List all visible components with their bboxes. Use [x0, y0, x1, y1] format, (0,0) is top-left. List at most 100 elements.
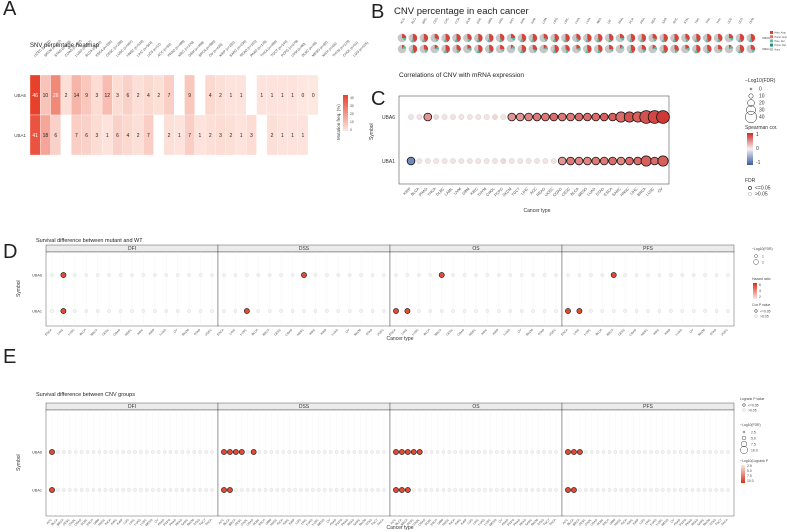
survival-dot — [613, 488, 618, 492]
cor-dot — [574, 112, 584, 122]
col-label: PRAD — [168, 517, 177, 526]
survival-dot — [198, 273, 203, 277]
survival-dot — [530, 488, 535, 492]
hr-legend-tick: 4 — [759, 289, 761, 293]
cor-dot — [423, 112, 433, 122]
cor-legend-tick: 0 — [756, 146, 759, 152]
survival-dot — [393, 487, 399, 493]
col-label: OV — [153, 518, 159, 524]
survival-dot — [536, 450, 540, 454]
survival-dot — [305, 450, 309, 454]
survival-dot — [204, 450, 208, 454]
col-label: SARC — [696, 517, 705, 526]
col-label: COAD — [284, 327, 294, 337]
heatmap-cell-value: 1 — [199, 133, 202, 139]
pie-slice-del — [639, 38, 644, 43]
col-label: COAD — [73, 517, 83, 527]
survival-dot — [404, 449, 411, 455]
pie-slice-amp — [620, 44, 623, 49]
col-label: CHOL — [68, 518, 77, 527]
heatmap-cell-value: 6 — [126, 93, 129, 99]
col-label: SKCM — [702, 518, 711, 527]
survival-dot — [162, 450, 167, 454]
panel-letter-e: E — [3, 346, 17, 368]
survival-dot — [462, 309, 467, 313]
survival-dot — [139, 450, 143, 454]
col-label: THCA — [427, 187, 437, 197]
survival-dot — [109, 450, 114, 454]
survival-dot — [232, 449, 239, 455]
cor-dot — [458, 158, 465, 164]
facet-label: OS — [472, 246, 480, 252]
col-label: LUSC — [483, 517, 492, 526]
survival-dot — [118, 273, 123, 277]
survival-dot — [358, 450, 363, 454]
survival-dot — [696, 450, 701, 454]
survival-dot — [73, 273, 77, 277]
survival-dot — [519, 309, 524, 313]
pie-col-label: LUAD — [574, 18, 582, 25]
survival-dot — [73, 450, 78, 454]
survival-dot — [703, 309, 707, 313]
survival-dot — [542, 450, 546, 454]
survival-dot — [655, 450, 659, 454]
col-label: ESCA — [602, 518, 611, 527]
survival-dot — [279, 273, 283, 277]
pie-slice-del — [530, 38, 535, 43]
pie-col-label: TGCT — [694, 18, 702, 25]
pie-slice-del — [487, 38, 491, 43]
cor-dot — [475, 114, 481, 120]
facet-label: PFS — [643, 404, 653, 410]
survival-dot — [702, 450, 707, 454]
survival-dot — [565, 449, 571, 455]
heatmap-cell-value: 6 — [116, 133, 119, 139]
pie-col-label: SKCM — [672, 18, 680, 25]
col-label: BRCA — [434, 328, 443, 337]
pie-slice-del — [597, 49, 601, 54]
legend-sig-label: >0.05 — [748, 409, 757, 413]
pie-col-label: LIHC — [563, 18, 570, 25]
survival-dot — [726, 273, 730, 277]
col-label: BRCA — [228, 518, 237, 527]
heatmap-cell — [318, 114, 329, 156]
survival-dot — [423, 488, 428, 492]
survival-dot — [625, 488, 630, 492]
survival-dot — [607, 450, 612, 454]
survival-dot — [103, 450, 108, 454]
col-label: HNSC — [620, 187, 631, 198]
facet-frame — [217, 409, 391, 517]
survival-dot — [162, 488, 167, 492]
survival-dot — [95, 273, 100, 277]
legend-size-label: 30 — [759, 108, 765, 114]
survival-dot — [156, 450, 161, 454]
pie-col-label: PAAD — [617, 18, 625, 25]
col-label: KIRP — [460, 518, 468, 526]
survival-dot — [726, 309, 730, 313]
col-label: PRAD — [418, 187, 428, 197]
survival-dot — [584, 488, 588, 492]
pie-slice-del — [499, 38, 503, 43]
cor-dot — [525, 158, 532, 164]
survival-dot — [313, 309, 318, 313]
col-label: LIHC — [572, 327, 580, 335]
pie-slice-amp — [565, 44, 570, 52]
col-label: LUAD — [587, 187, 597, 197]
survival-dot — [97, 450, 102, 454]
pie-slice-amp — [500, 33, 505, 42]
col-label: ESCA — [258, 518, 267, 527]
pie-slice-amp — [674, 44, 679, 52]
survival-dot — [91, 488, 96, 492]
col-label: KIRP — [148, 328, 156, 336]
col-label: STAD — [595, 187, 605, 197]
survival-dot — [50, 309, 54, 313]
pie-slice-amp — [445, 33, 450, 43]
survival-dot — [299, 450, 303, 454]
col-label: LGG — [638, 517, 646, 525]
survival-dot — [127, 450, 131, 454]
cor-legend-tick: 1 — [756, 132, 759, 138]
col-label: TGCT — [370, 518, 379, 527]
survival-dot — [145, 450, 149, 454]
cor-dot — [483, 158, 490, 164]
survival-dot — [245, 450, 250, 454]
survival-dot — [684, 488, 689, 492]
